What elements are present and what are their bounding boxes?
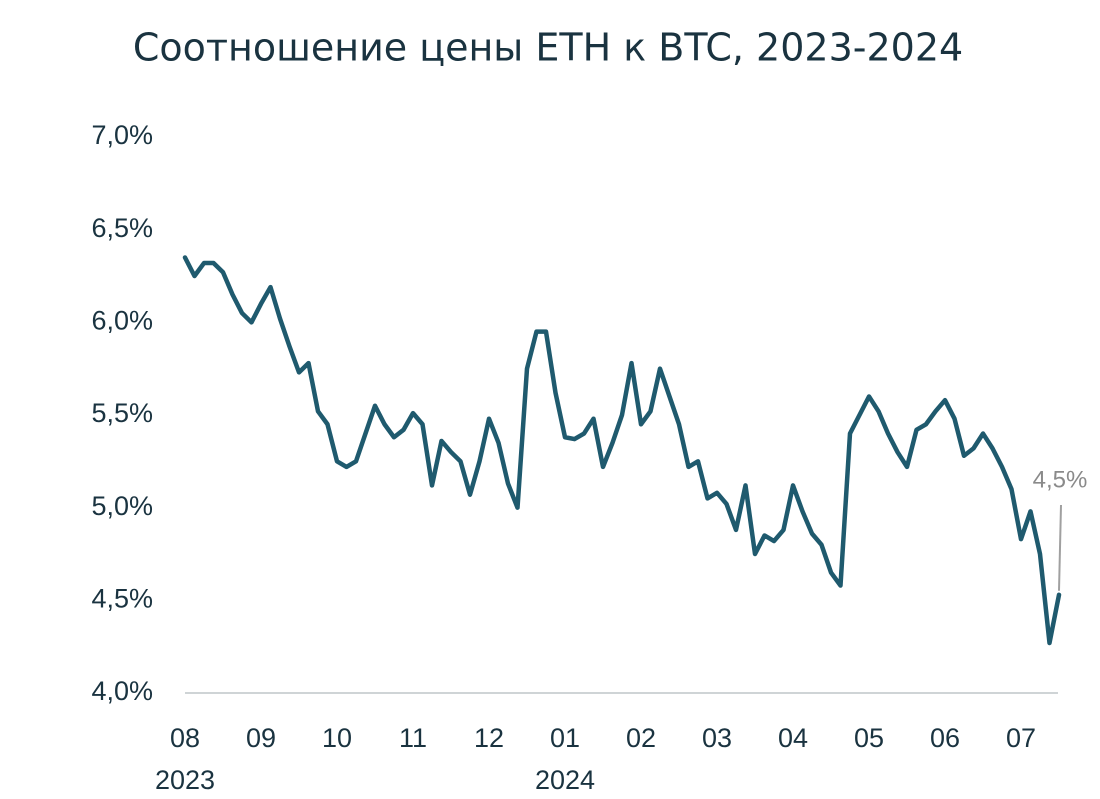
value-label: 4,5%: [1033, 466, 1088, 493]
annotation-leader: [1058, 504, 1062, 591]
x-tick-label: 05: [854, 723, 884, 753]
series-line: [182, 255, 1062, 646]
y-tick-label: 6,0%: [91, 305, 153, 335]
x-tick-label: 07: [1006, 723, 1036, 753]
x-tick-label: 03: [702, 723, 732, 753]
chart-title: Соотношение цены ETH к BTC, 2023-2024: [133, 26, 963, 70]
x-tick-label: 10: [322, 723, 352, 753]
y-tick-label: 5,0%: [91, 491, 153, 521]
x-tick-label: 09: [246, 723, 276, 753]
x-year-label: 2023: [155, 765, 215, 795]
y-tick-label: 4,0%: [91, 676, 153, 706]
y-tick-label: 5,5%: [91, 398, 153, 428]
y-tick-label: 4,5%: [91, 583, 153, 613]
y-tick-label: 7,0%: [91, 120, 153, 150]
x-tick-label: 02: [626, 723, 656, 753]
x-tick-label: 01: [550, 723, 580, 753]
x-year-label: 2024: [535, 765, 595, 795]
x-tick-label: 06: [930, 723, 960, 753]
x-tick-label: 08: [170, 723, 200, 753]
x-tick-label: 04: [778, 723, 808, 753]
x-tick-label: 12: [474, 723, 504, 753]
y-tick-label: 6,5%: [91, 213, 153, 243]
x-tick-label: 11: [399, 723, 427, 753]
